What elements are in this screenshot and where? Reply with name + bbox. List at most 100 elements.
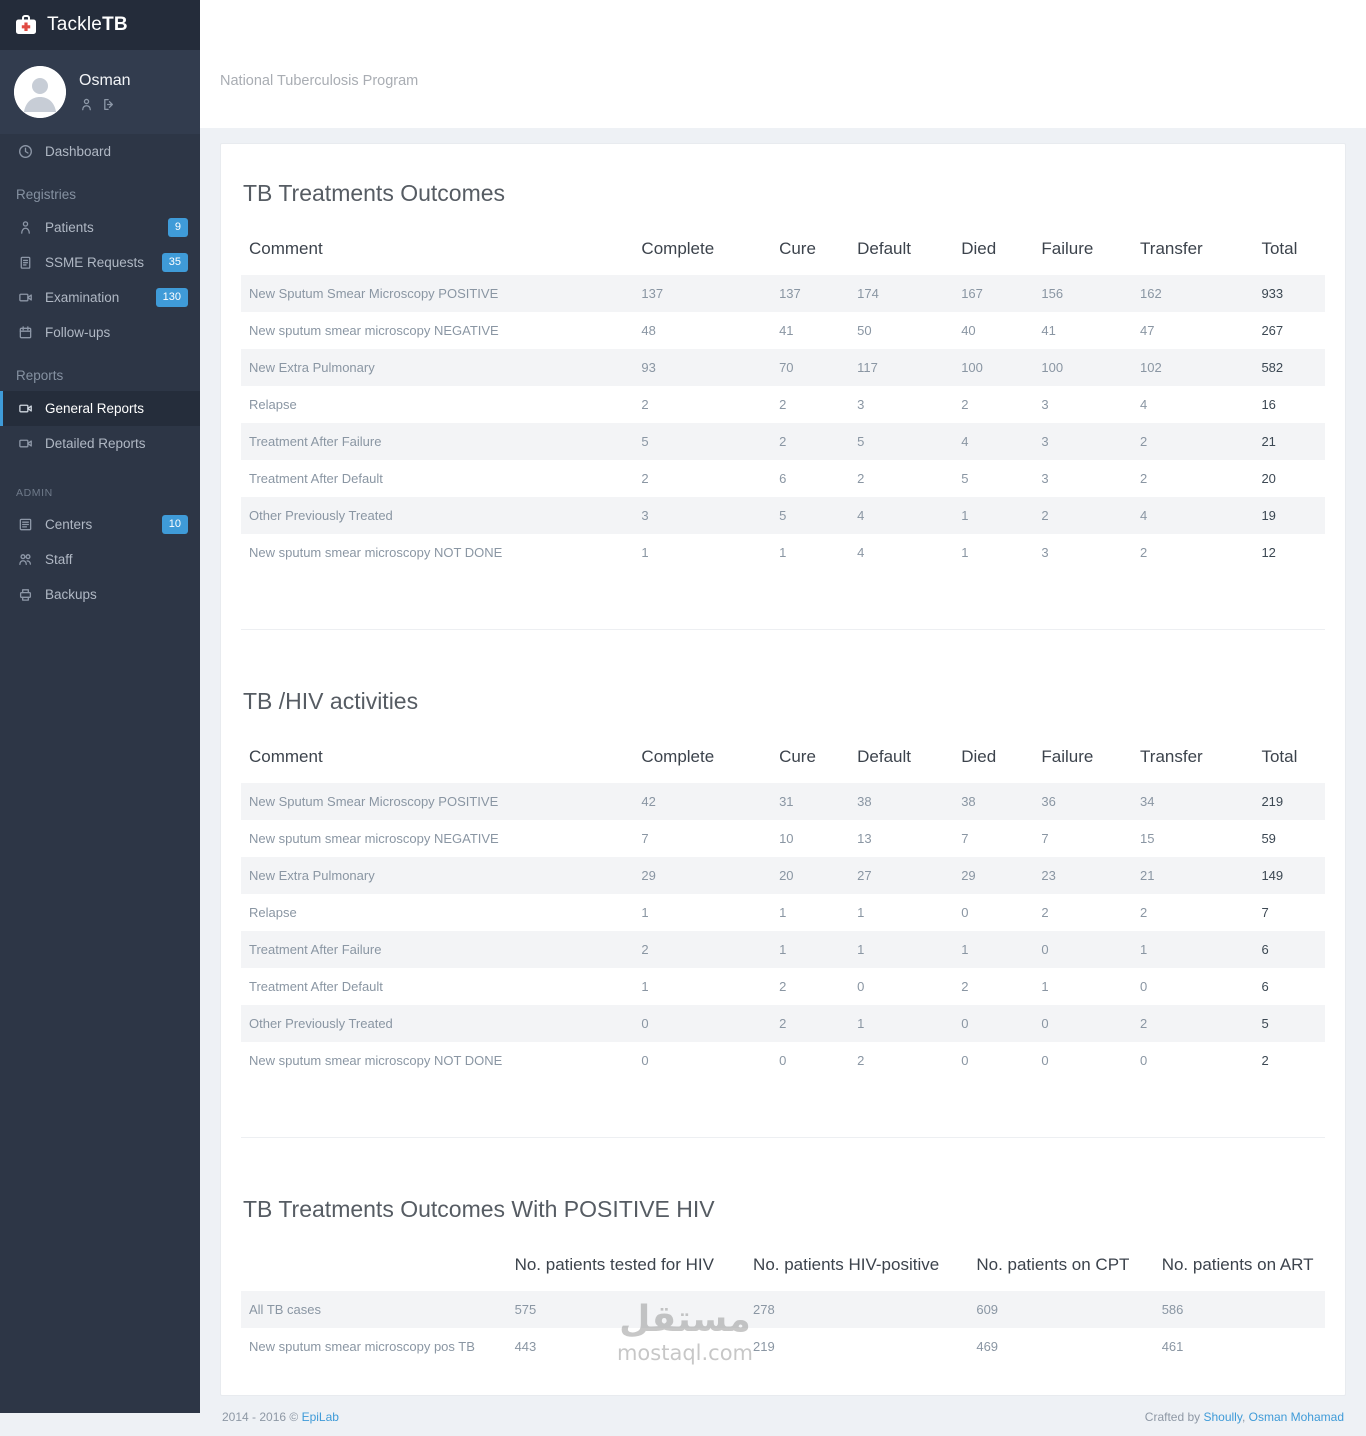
total-cell: 59	[1261, 831, 1276, 846]
row-label: All TB cases	[249, 1302, 322, 1317]
table-row: New Extra Pulmonary 93 70 117 100 100 102 582	[241, 349, 1325, 386]
value-cell: 3	[641, 508, 649, 523]
value-cell: 41	[1041, 323, 1056, 338]
table-row: Relapse 2 2 3 2 3 4 16	[241, 386, 1325, 423]
value-cell: 137	[641, 286, 664, 301]
total-cell: 16	[1261, 397, 1276, 412]
sidebar-item-dashboard[interactable]: Dashboard	[0, 134, 200, 169]
backup-icon	[18, 587, 34, 602]
value-cell: 2	[1140, 545, 1148, 560]
total-cell: 582	[1261, 360, 1284, 375]
sidebar-item-label: Dashboard	[45, 144, 112, 159]
logout-icon[interactable]	[102, 97, 117, 112]
table-row: New Sputum Smear Microscopy POSITIVE 137 1…	[241, 275, 1325, 312]
profile-icon[interactable]	[79, 97, 94, 112]
table-row: Treatment After Failure 5 2 5 4 3 2 21	[241, 423, 1325, 460]
value-cell: 1	[641, 905, 649, 920]
table-row: New sputum smear microscopy pos TB 443 219…	[241, 1328, 1325, 1365]
nav-section-heading: ADMIN	[16, 487, 53, 499]
row-label: Treatment After Default	[249, 471, 383, 486]
value-cell: 219	[753, 1339, 775, 1354]
value-cell: 0	[961, 1016, 969, 1031]
value-cell: 23	[1041, 868, 1056, 883]
value-cell: 5	[857, 434, 865, 449]
total-cell: 7	[1261, 905, 1269, 920]
value-cell: 4	[1140, 508, 1148, 523]
value-cell: 15	[1140, 831, 1155, 846]
column-header: No. patients on ART	[1161, 1255, 1314, 1274]
report-card: TB Treatments Outcomes Comment Complete Cur…	[220, 143, 1346, 1396]
sidebar-item-examination[interactable]: Examination 130	[0, 280, 200, 315]
value-cell: 42	[641, 794, 656, 809]
value-cell: 162	[1140, 286, 1162, 301]
column-header: Failure	[1041, 239, 1094, 258]
column-header: Comment	[249, 239, 323, 258]
value-cell: 20	[779, 868, 794, 883]
value-cell: 0	[641, 1053, 649, 1068]
row-label: New sputum smear microscopy NOT DONE	[249, 1053, 503, 1068]
section-title: TB /HIV activities	[243, 688, 419, 714]
value-cell: 2	[779, 979, 787, 994]
value-cell: 5	[641, 434, 649, 449]
value-cell: 0	[1140, 979, 1148, 994]
sidebar: TackleTB Osman Dashboard Registries Patien…	[0, 0, 200, 1413]
count-badge: 10	[161, 515, 188, 534]
total-cell: 267	[1261, 323, 1284, 338]
sidebar-item-backups[interactable]: Backups	[0, 577, 200, 612]
value-cell: 1	[641, 979, 649, 994]
sidebar-item-follow-ups[interactable]: Follow-ups	[0, 315, 200, 350]
value-cell: 7	[641, 831, 649, 846]
sidebar-item-patients[interactable]: Patients 9	[0, 210, 200, 245]
value-cell: 278	[753, 1302, 775, 1317]
column-header: No. patients HIV-positive	[753, 1255, 940, 1274]
list-icon	[18, 517, 34, 532]
sidebar-item-general-reports[interactable]: General Reports	[0, 391, 200, 426]
column-header: Total	[1261, 239, 1298, 258]
sidebar-item-staff[interactable]: Staff	[0, 542, 200, 577]
value-cell: 38	[961, 794, 976, 809]
dashboard-icon	[18, 144, 34, 159]
sidebar-nav: Dashboard Registries Patients 9 SSME Request…	[0, 134, 200, 612]
sidebar-item-centers[interactable]: Centers 10	[0, 507, 200, 542]
total-cell: 2	[1261, 1053, 1269, 1068]
column-header: Died	[961, 747, 997, 766]
shoully-link[interactable]: Shoully	[1203, 1410, 1242, 1424]
section-title: TB Treatments Outcomes	[243, 180, 506, 206]
value-cell: 10	[779, 831, 794, 846]
value-cell: 167	[961, 286, 983, 301]
value-cell: 3	[1041, 434, 1049, 449]
column-header: Total	[1261, 747, 1298, 766]
table-row: Treatment After Default 1 2 0 2 1 0 6	[241, 968, 1325, 1005]
table-row: New Extra Pulmonary 29 20 27 29 23 21 149	[241, 857, 1325, 894]
epilab-link[interactable]: EpiLab	[301, 1410, 339, 1424]
sidebar-item-ssme-requests[interactable]: SSME Requests 35	[0, 245, 200, 280]
value-cell: 1	[641, 545, 649, 560]
column-header: Transfer	[1140, 747, 1203, 766]
value-cell: 2	[1041, 508, 1049, 523]
value-cell: 27	[857, 868, 872, 883]
table-row: New sputum smear microscopy NOT DONE 1 1 4 1…	[241, 534, 1325, 571]
value-cell: 0	[1140, 1053, 1148, 1068]
value-cell: 4	[857, 508, 865, 523]
sidebar-item-label: Staff	[45, 552, 73, 567]
value-cell: 2	[857, 1053, 865, 1068]
report-section-tb-treatments-outcomes-with-positive-hiv: TB Treatments Outcomes With POSITIVE HIV…	[241, 1196, 1325, 1365]
value-cell: 0	[1041, 942, 1049, 957]
value-cell: 7	[961, 831, 969, 846]
total-cell: 5	[1261, 1016, 1269, 1031]
count-badge: 9	[167, 218, 188, 237]
sidebar-item-detailed-reports[interactable]: Detailed Reports	[0, 426, 200, 461]
brand-name: TackleTB	[47, 14, 128, 35]
value-cell: 2	[857, 471, 865, 486]
row-label: New Extra Pulmonary	[249, 868, 375, 883]
topbar: National Tuberculosis Program	[200, 0, 1366, 128]
value-cell: 0	[857, 979, 865, 994]
app-logo[interactable]: TackleTB	[0, 0, 200, 50]
sidebar-item-label: SSME Requests	[45, 255, 145, 270]
user-panel: Osman	[0, 50, 200, 134]
author-link[interactable]: Osman Mohamad	[1248, 1410, 1344, 1424]
column-header: No. patients tested for HIV	[514, 1255, 714, 1274]
row-label: Treatment After Default	[249, 979, 383, 994]
value-cell: 3	[1041, 397, 1049, 412]
row-label: New Sputum Smear Microscopy POSITIVE	[249, 794, 499, 809]
